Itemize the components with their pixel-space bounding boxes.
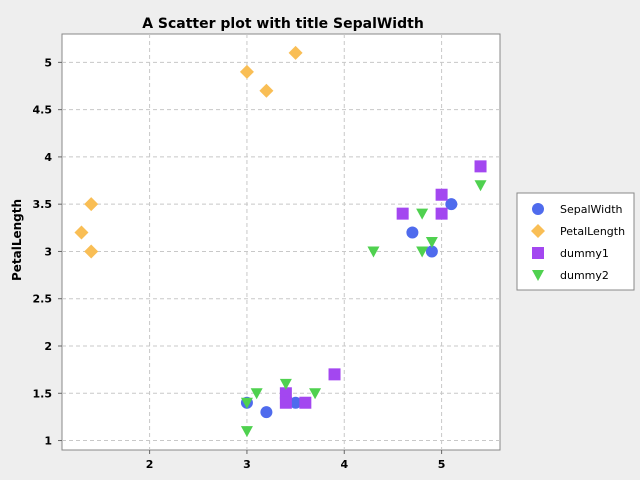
legend-entry: SepalWidth — [560, 203, 623, 216]
data-point-dummy2 — [474, 180, 487, 192]
legend-marker — [532, 270, 544, 281]
data-point-dummy2 — [240, 397, 253, 409]
data-point-petallength — [84, 244, 99, 259]
plot-area: 2 3 4 5 1 1.5 2 2.5 3 3.5 4 4.5 5 — [33, 33, 501, 471]
data-point-dummy2 — [240, 426, 253, 438]
data-point-petallength — [74, 225, 89, 240]
data-point-dummy2 — [416, 208, 429, 220]
chart-title: A Scatter plot with title SepalWidth — [142, 16, 424, 32]
data-point-petallength — [259, 83, 274, 98]
data-point-dummy2 — [416, 246, 429, 258]
y-tick-label: 5 — [44, 56, 52, 69]
legend: SepalWidth PetalLength dummy1 dummy2 — [516, 192, 635, 291]
data-point-petallength — [239, 64, 254, 79]
data-point-sepalwidth — [406, 226, 419, 239]
y-tick-label: 3.5 — [33, 198, 53, 211]
x-tick-label: 5 — [438, 458, 446, 471]
data-point-dummy2 — [367, 246, 380, 258]
legend-entry: dummy1 — [560, 247, 609, 260]
data-point-sepalwidth — [445, 198, 458, 211]
legend-entry: dummy2 — [560, 269, 609, 282]
y-tick-label: 3 — [44, 245, 52, 258]
data-point-dummy1 — [435, 188, 448, 201]
data-point-dummy1 — [279, 396, 292, 409]
data-point-dummy2 — [309, 388, 322, 400]
data-point-dummy1 — [396, 207, 409, 220]
y-tick-label: 4 — [44, 151, 52, 164]
data-point-dummy1 — [328, 368, 341, 381]
legend-entry: PetalLength — [560, 225, 625, 238]
x-tick-label: 2 — [146, 458, 154, 471]
x-tick-label: 4 — [340, 458, 348, 471]
data-point-petallength — [84, 197, 99, 212]
data-point-sepalwidth — [289, 396, 302, 409]
data-point-dummy1 — [435, 207, 448, 220]
legend-marker — [531, 224, 545, 238]
y-tick-label: 2 — [44, 340, 52, 353]
legend-marker — [532, 203, 544, 215]
data-point-dummy1 — [279, 387, 292, 400]
data-point-dummy1 — [474, 160, 487, 173]
y-tick-label: 4.5 — [33, 104, 53, 117]
data-point-dummy2 — [425, 237, 438, 248]
data-point-sepalwidth — [425, 245, 438, 258]
data-point-dummy1 — [299, 396, 312, 409]
data-point-sepalwidth — [260, 406, 273, 419]
legend-marker — [532, 247, 544, 259]
data-point-dummy2 — [250, 388, 263, 400]
x-tick-label: 3 — [243, 458, 251, 471]
y-axis-label: PetalLength — [10, 199, 24, 281]
data-point-dummy2 — [279, 378, 292, 390]
y-tick-label: 2.5 — [33, 293, 53, 306]
data-point-petallength — [288, 45, 303, 60]
y-tick-label: 1 — [44, 435, 52, 448]
y-tick-label: 1.5 — [33, 387, 53, 400]
